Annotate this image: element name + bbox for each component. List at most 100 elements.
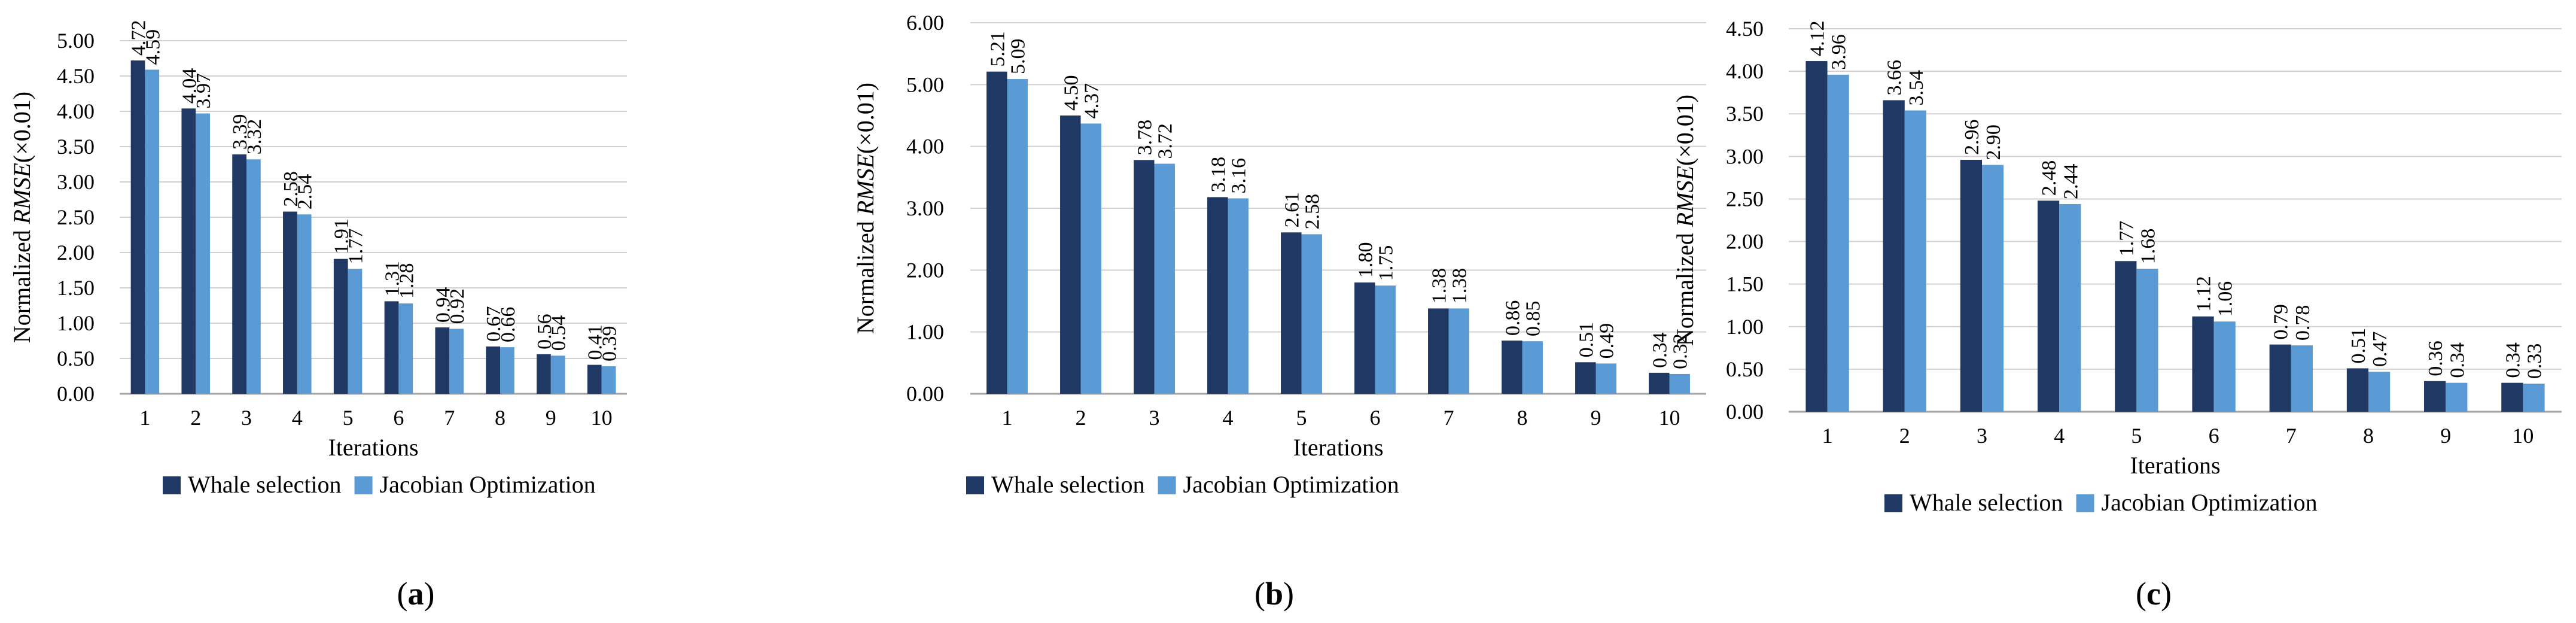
legend-swatch-whale-selection — [163, 476, 181, 494]
bar-whale-selection — [986, 71, 1007, 394]
bar-jacobian-optimization — [1007, 79, 1028, 394]
x-tick-label: 9 — [1591, 406, 1601, 430]
legend-label: Whale selection — [188, 471, 342, 498]
data-label: 0.56 — [534, 314, 556, 350]
data-label: 3.78 — [1134, 120, 1156, 156]
bar-whale-selection — [2424, 381, 2446, 412]
x-tick-label: 1 — [1002, 406, 1013, 430]
legend-swatch-jacobian-optimization — [2076, 494, 2094, 512]
bar-jacobian-optimization — [1982, 165, 2004, 412]
data-label: 2.48 — [2038, 160, 2060, 196]
data-label: 2.58 — [1302, 194, 1324, 230]
legend-swatch-whale-selection — [1884, 494, 1902, 512]
panel-label-letter: b — [1265, 576, 1283, 612]
y-tick-label: 4.00 — [906, 135, 944, 159]
x-tick-label: 1 — [1822, 424, 1833, 448]
bar-jacobian-optimization — [1827, 74, 1849, 412]
bar-whale-selection — [2346, 368, 2368, 412]
bar-whale-selection — [1883, 100, 1905, 412]
data-label: 0.41 — [584, 324, 607, 360]
data-label: 2.90 — [1983, 124, 2005, 160]
y-tick-label: 3.00 — [1726, 144, 1764, 168]
y-tick-label: 5.00 — [906, 72, 944, 96]
bar-jacobian-optimization — [550, 355, 565, 394]
x-tick-label: 4 — [292, 406, 303, 430]
bar-jacobian-optimization — [196, 113, 210, 394]
data-label: 0.34 — [1649, 332, 1671, 368]
bar-whale-selection — [1134, 160, 1155, 394]
x-tick-label: 6 — [2209, 424, 2219, 448]
x-tick-label: 5 — [2131, 424, 2142, 448]
x-tick-label: 1 — [139, 406, 150, 430]
panel-label-letter: a — [408, 576, 424, 612]
data-label: 1.06 — [2215, 281, 2237, 317]
bar-whale-selection — [2038, 200, 2060, 412]
y-tick-label: 1.00 — [1726, 315, 1764, 339]
legend-label: Whale selection — [1910, 489, 2063, 516]
data-label: 3.97 — [193, 73, 215, 109]
bar-whale-selection — [1428, 308, 1449, 394]
x-tick-label: 2 — [190, 406, 201, 430]
y-axis-title-prefix: Normalized — [1671, 227, 1698, 346]
data-label: 3.16 — [1228, 158, 1250, 194]
data-label: 4.72 — [128, 20, 150, 56]
bar-jacobian-optimization — [1522, 341, 1543, 394]
y-tick-label: 4.00 — [1726, 59, 1764, 83]
y-tick-label: 0.00 — [906, 382, 944, 406]
bar-jacobian-optimization — [1595, 363, 1616, 394]
data-label: 2.58 — [280, 171, 302, 206]
bar-jacobian-optimization — [1228, 198, 1249, 394]
y-axis-title-suffix: (×0.01) — [8, 92, 35, 163]
y-tick-label: 0.50 — [57, 347, 95, 370]
data-label: 0.34 — [2502, 342, 2524, 378]
panel-label: (c) — [2136, 576, 2172, 612]
bar-whale-selection — [1281, 232, 1302, 394]
y-axis-title-prefix: Normalized — [8, 224, 35, 343]
data-label: 2.54 — [294, 174, 316, 210]
x-axis-title: Iterations — [328, 434, 418, 461]
y-tick-label: 4.50 — [57, 64, 95, 88]
bar-jacobian-optimization — [2136, 269, 2158, 412]
data-label: 0.51 — [2347, 328, 2370, 364]
bar-jacobian-optimization — [246, 159, 261, 394]
x-tick-label: 3 — [1977, 424, 1987, 448]
y-axis-title-suffix: (×0.01) — [852, 83, 879, 154]
y-tick-label: 0.00 — [57, 382, 95, 406]
data-label: 3.96 — [1828, 34, 1850, 70]
bar-jacobian-optimization — [398, 303, 413, 394]
data-label: 1.77 — [345, 229, 367, 265]
chart-panel-b: 0.00 1.00 2.00 3.00 4.00 5.00 6.00 5.215.09 1 4.5… — [852, 11, 1706, 612]
data-label: 0.39 — [598, 326, 620, 361]
x-tick-label: 10 — [1659, 406, 1680, 430]
bar-whale-selection — [1354, 282, 1375, 394]
data-label: 0.34 — [2446, 342, 2468, 378]
bar-whale-selection — [130, 60, 145, 394]
bar-whale-selection — [486, 346, 500, 394]
data-label: 1.68 — [2137, 229, 2159, 265]
x-tick-label: 4 — [2054, 424, 2065, 448]
y-axis-title-prefix: Normalized — [852, 215, 879, 334]
bar-jacobian-optimization — [2446, 382, 2468, 412]
bar-whale-selection — [537, 354, 551, 394]
y-axis-title-metric: RMSE — [1671, 166, 1698, 227]
y-axis-title: Normalized RMSE(×0.01) — [852, 83, 879, 334]
bar-whale-selection — [2269, 344, 2291, 412]
bar-whale-selection — [1575, 362, 1596, 394]
data-label: 1.38 — [1428, 268, 1450, 304]
y-tick-label: 2.00 — [906, 258, 944, 282]
y-tick-label: 4.00 — [57, 99, 95, 123]
panel-label: (a) — [397, 576, 435, 612]
data-label: 0.92 — [446, 288, 468, 324]
y-tick-label: 2.00 — [1726, 230, 1764, 254]
data-label: 3.32 — [243, 119, 266, 155]
data-label: 0.47 — [2369, 332, 2391, 367]
y-tick-label: 1.00 — [57, 311, 95, 335]
bar-jacobian-optimization — [1375, 285, 1396, 394]
data-label: 2.44 — [2060, 163, 2082, 199]
data-label: 0.49 — [1596, 323, 1618, 359]
data-label: 2.96 — [1961, 120, 1983, 156]
panel-label-close: ) — [1283, 576, 1294, 612]
x-tick-label: 6 — [1370, 406, 1381, 430]
x-tick-label: 5 — [1296, 406, 1307, 430]
data-label: 2.61 — [1281, 192, 1303, 228]
